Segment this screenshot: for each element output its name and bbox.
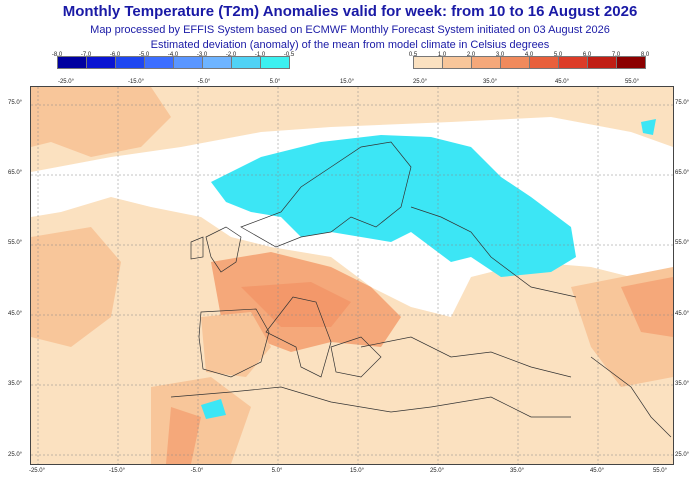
y-label-left-55: 55.0° [8,240,23,246]
map-title: Monthly Temperature (T2m) Anomalies vali… [62,3,638,20]
x-label-bottom-5: 5.0° [271,468,283,474]
map-subtitle-description: Estimated deviation (anomaly) of the mea… [150,39,550,51]
legend-positive-tick-8: 8.0 [640,52,650,58]
x-label-top-5: 5.0° [269,79,281,85]
anomaly-map [30,86,674,465]
x-label-top-15: 15.0° [339,79,355,85]
y-label-right-25: 25.0° [675,452,690,458]
warm-anomaly-iberia [201,312,271,377]
legend-negative-tick-6: -2.0 [225,52,237,58]
x-label-bottom-25: 25.0° [429,468,445,474]
warm-anomaly-atlantic [31,227,121,347]
cool-anomaly-scandinavia [211,135,576,277]
legend-positive: 0.5 1.0 2.0 3.0 4.0 5.0 6.0 7.0 8.0 [409,52,649,69]
x-label-bottom-15: 15.0° [349,468,365,474]
y-label-right-35: 35.0° [675,381,690,387]
warm-anomaly-sahara [166,407,201,464]
x-label-bottom-45: 45.0° [589,468,605,474]
legend-positive-swatch-7 [616,56,646,69]
legend-positive-tick-0: 0.5 [408,52,418,58]
legend-negative-tick-4: -4.0 [167,52,179,58]
x-label-top-m5: -5.0° [197,79,211,85]
x-label-top-m25: -25.0° [57,79,75,85]
x-label-bottom-m15: -15.0° [108,468,126,474]
legend-positive-tick-2: 2.0 [466,52,476,58]
x-label-top-25: 25.0° [412,79,428,85]
legend-negative-tick-5: -3.0 [196,52,208,58]
y-label-right-55: 55.0° [675,240,690,246]
warm-anomaly-north-atlantic [31,87,171,157]
y-label-left-45: 45.0° [8,311,23,317]
legend-negative-tick-1: -7.0 [80,52,92,58]
warm-anomaly-caspian [621,277,673,337]
legend-positive-tick-4: 4.0 [524,52,534,58]
legend-positive-tick-5: 5.0 [553,52,563,58]
legend-negative-tick-3: -5.0 [138,52,150,58]
map-canvas [31,87,673,464]
map-subtitle-source: Map processed by EFFIS System based on E… [90,24,610,36]
legend-negative-tick-2: -6.0 [109,52,121,58]
y-label-right-45: 45.0° [675,311,690,317]
legend-negative-tick-8: -0.5 [283,52,295,58]
legend-negative-tick-7: -1.0 [254,52,266,58]
cool-anomaly-patch-algeria [201,399,226,419]
x-label-top-m15: -15.0° [127,79,145,85]
legend-positive-tick-7: 7.0 [611,52,621,58]
cool-anomaly-patch-novaya-zemlya [641,119,656,135]
y-label-left-75: 75.0° [8,100,23,106]
graticule [31,87,673,464]
y-label-right-75: 75.0° [675,100,690,106]
x-label-top-35: 35.0° [482,79,498,85]
legend-positive-tick-1: 1.0 [437,52,447,58]
legend-positive-tick-3: 3.0 [495,52,505,58]
x-label-bottom-55: 55.0° [652,468,668,474]
legend-negative: -8.0 -7.0 -6.0 -5.0 -4.0 -3.0 -2.0 -1.0 -0.5 [52,52,294,69]
y-label-left-35: 35.0° [8,381,23,387]
legend-negative-tick-0: -8.0 [51,52,63,58]
y-label-left-25: 25.0° [8,452,23,458]
coastlines [170,141,672,438]
warm-anomaly-core [241,282,351,327]
x-label-bottom-m25: -25.0° [28,468,46,474]
y-label-right-65: 65.0° [675,170,690,176]
y-label-left-65: 65.0° [8,170,23,176]
x-label-bottom-35: 35.0° [509,468,525,474]
legend-positive-tick-6: 6.0 [582,52,592,58]
x-label-top-45: 45.0° [554,79,570,85]
x-label-bottom-m5: -5.0° [190,468,204,474]
legend-negative-swatch-7 [260,56,290,69]
x-label-top-55: 55.0° [624,79,640,85]
